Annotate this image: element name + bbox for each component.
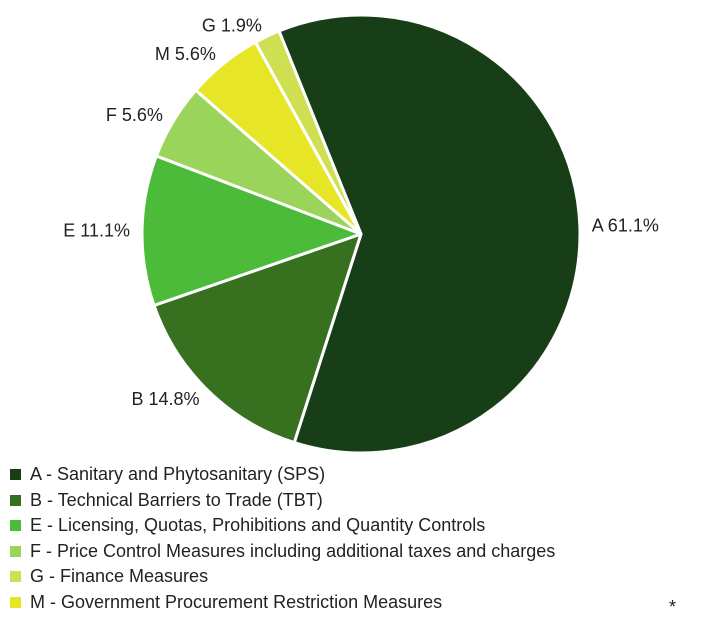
legend-item-m: M - Government Procurement Restriction M… [10,590,555,616]
slice-label-g: G 1.9% [202,15,262,35]
legend-label: F - Price Control Measures including add… [30,540,556,561]
legend-item-g: G - Finance Measures [10,564,555,590]
legend-label: A - Sanitary and Phytosanitary (SPS) [30,464,326,485]
legend-item-a: A - Sanitary and Phytosanitary (SPS) [10,462,555,488]
legend-label: B - Technical Barriers to Trade (TBT) [30,489,323,510]
pie-slice-a [277,13,582,455]
footnote-mark: * [669,597,677,617]
pie-slice-b [152,232,363,445]
slice-label-a: A 61.1% [592,215,659,235]
legend-swatch [10,494,21,506]
legend-label: G - Finance Measures [30,566,209,587]
legend-swatch [10,596,21,608]
slice-label-m: M 5.6% [155,44,216,64]
legend-swatch [10,545,21,557]
legend-swatch [10,520,21,532]
slice-label-b: B 14.8% [131,389,199,409]
legend-label: M - Government Procurement Restriction M… [30,591,443,612]
slice-label-f: F 5.6% [106,105,163,125]
legend-swatch [10,469,21,481]
legend-item-e: E - Licensing, Quotas, Prohibitions and … [10,513,555,539]
legend-item-f: F - Price Control Measures including add… [10,539,555,565]
pie-slice-e [140,154,363,307]
legend-item-b: B - Technical Barriers to Trade (TBT) [10,488,555,514]
slice-label-e: E 11.1% [63,220,130,240]
legend: A - Sanitary and Phytosanitary (SPS) B - … [10,462,555,615]
pie-slice-g [253,29,363,236]
legend-swatch [10,571,21,583]
pie-chart: A 61.1% B 14.8% E 11.1% F 5.6% M 5.6% G 1.9% [63,13,659,455]
legend-label: E - Licensing, Quotas, Prohibitions and … [30,515,486,536]
